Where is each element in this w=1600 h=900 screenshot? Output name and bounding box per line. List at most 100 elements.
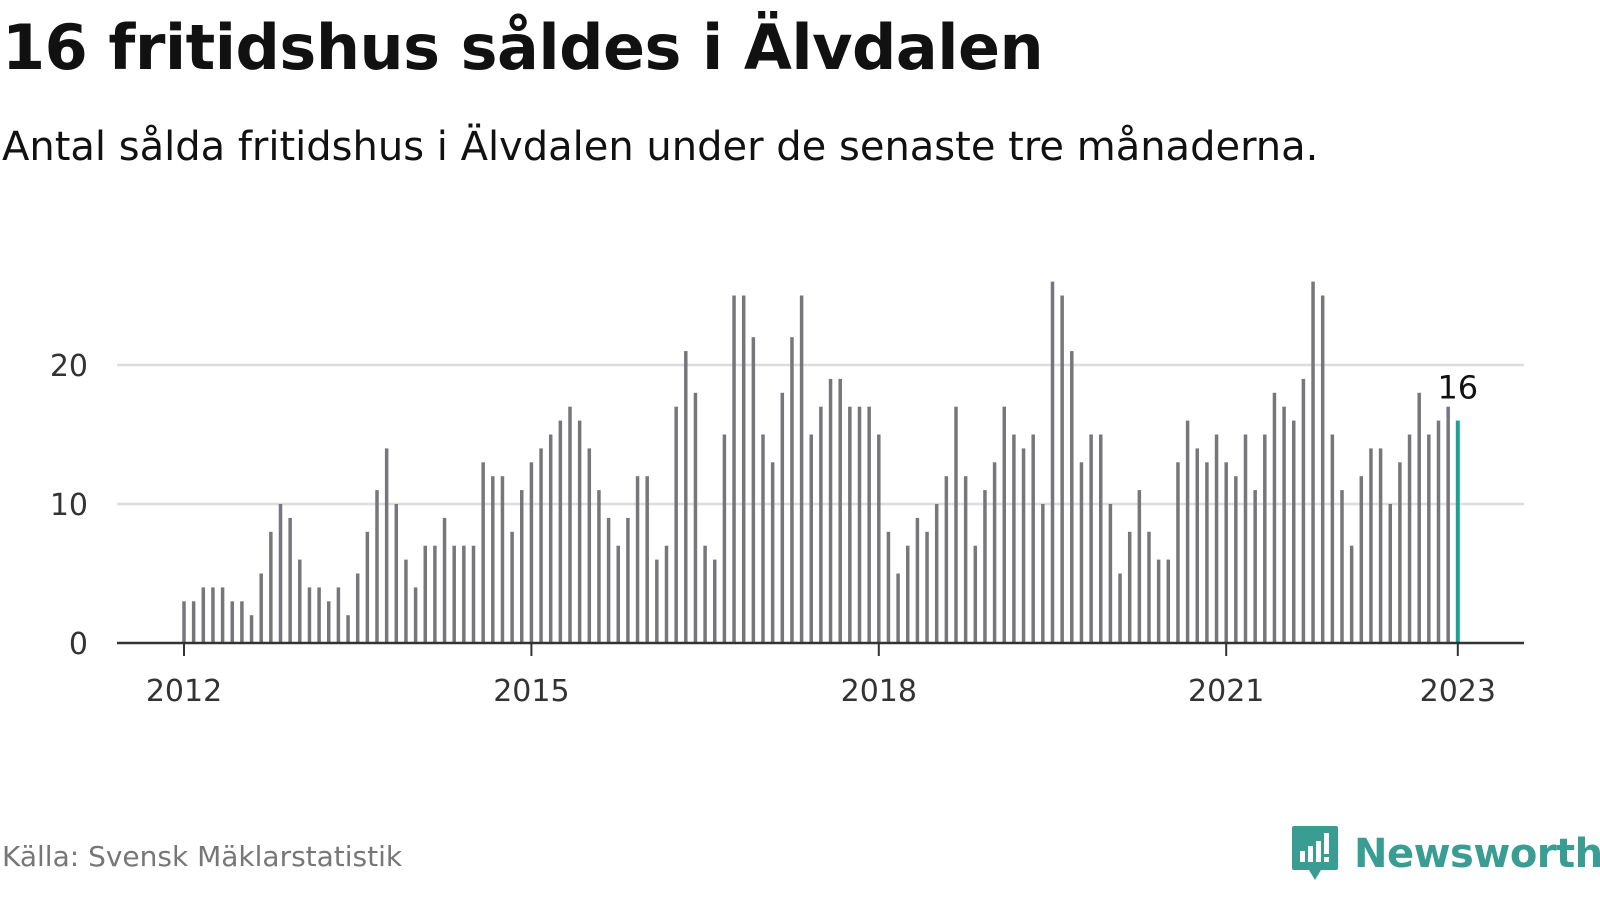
bar xyxy=(1388,504,1392,643)
bar xyxy=(269,531,273,643)
axes xyxy=(117,641,1524,656)
bar xyxy=(336,587,341,643)
bar xyxy=(1378,448,1383,643)
bar xyxy=(1417,392,1421,643)
bar xyxy=(1282,406,1286,643)
bar xyxy=(606,517,611,643)
bar xyxy=(1147,531,1151,643)
bar xyxy=(597,490,601,643)
bar xyxy=(1263,434,1267,643)
bar xyxy=(404,559,408,643)
bar xyxy=(1166,559,1171,643)
bar xyxy=(934,504,939,643)
bar xyxy=(259,573,263,643)
bar xyxy=(1311,281,1315,643)
bar xyxy=(635,476,640,643)
bar xyxy=(925,531,929,643)
bar xyxy=(240,601,244,643)
bar xyxy=(1050,281,1055,643)
bar xyxy=(1108,504,1113,643)
bar xyxy=(828,378,833,643)
bar xyxy=(1243,434,1248,643)
bar xyxy=(954,406,958,643)
bar xyxy=(790,337,794,643)
bar xyxy=(973,545,978,643)
bar xyxy=(1185,420,1190,643)
bar xyxy=(1224,462,1228,643)
bar xyxy=(346,615,350,643)
bar xyxy=(645,476,649,643)
bar-chart: 0 10 20 16 2012 2015 2018 2021 2023 xyxy=(50,281,1524,709)
tick-labels: 0 10 20 16 2012 2015 2018 2021 2023 xyxy=(50,349,1496,709)
bar xyxy=(1021,448,1026,643)
bar xyxy=(848,406,852,643)
bar xyxy=(674,406,678,643)
x-tick-label: 2012 xyxy=(146,674,222,709)
bar xyxy=(1195,448,1199,643)
bar xyxy=(182,601,186,643)
bar xyxy=(433,545,437,643)
bar xyxy=(278,504,283,643)
x-tick-label: 2021 xyxy=(1188,674,1264,709)
bar xyxy=(693,392,698,643)
bar xyxy=(539,448,543,643)
chart-subtitle: Antal sålda fritidshus i Älvdalen under … xyxy=(2,124,1319,170)
bar xyxy=(992,462,997,643)
bar xyxy=(944,476,949,643)
bar xyxy=(664,545,669,643)
bar xyxy=(423,545,427,643)
bar xyxy=(1060,295,1064,643)
bar xyxy=(413,587,418,643)
bar xyxy=(452,545,456,643)
y-tick-label: 10 xyxy=(50,488,88,523)
bar xyxy=(896,573,900,643)
bar xyxy=(713,559,717,643)
bar xyxy=(761,434,765,643)
bar xyxy=(462,545,466,643)
bar xyxy=(481,462,485,643)
bar xyxy=(1156,559,1161,643)
bar xyxy=(500,476,505,643)
bar xyxy=(906,545,910,643)
bar xyxy=(1205,462,1209,643)
bar xyxy=(703,545,707,643)
bar xyxy=(877,434,881,643)
bar xyxy=(770,462,775,643)
bar xyxy=(1070,351,1074,643)
y-tick-label: 0 xyxy=(69,627,88,662)
bar xyxy=(365,531,370,643)
bar xyxy=(741,295,746,643)
bar xyxy=(838,378,842,643)
bar xyxy=(867,406,871,643)
bar xyxy=(616,545,620,643)
bar xyxy=(327,601,331,643)
bar xyxy=(1214,434,1219,643)
bar xyxy=(491,476,495,643)
bar xyxy=(799,295,804,643)
bar xyxy=(220,587,225,643)
bar xyxy=(1079,462,1084,643)
bar xyxy=(355,573,360,643)
x-tick-label: 2015 xyxy=(493,674,569,709)
bar xyxy=(1446,406,1450,643)
bar xyxy=(1176,462,1180,643)
brand-logo[interactable]: Newsworthy xyxy=(1290,822,1600,886)
x-tick-label: 2023 xyxy=(1420,674,1496,709)
bar xyxy=(529,462,534,643)
bar-highlight xyxy=(1455,420,1460,643)
bar xyxy=(1292,420,1296,643)
bar xyxy=(548,434,553,643)
bar xyxy=(809,434,813,643)
bar xyxy=(1301,378,1306,643)
bar xyxy=(1118,573,1122,643)
bar xyxy=(307,587,312,643)
bar xyxy=(1427,434,1431,643)
newsworthy-logo-icon xyxy=(1292,826,1338,880)
bar xyxy=(819,406,823,643)
bar xyxy=(684,351,688,643)
bar xyxy=(394,504,399,643)
bar xyxy=(520,490,524,643)
bar xyxy=(1041,504,1045,643)
bar xyxy=(1398,462,1402,643)
source-note: Källa: Svensk Mäklarstatistik xyxy=(2,840,403,873)
